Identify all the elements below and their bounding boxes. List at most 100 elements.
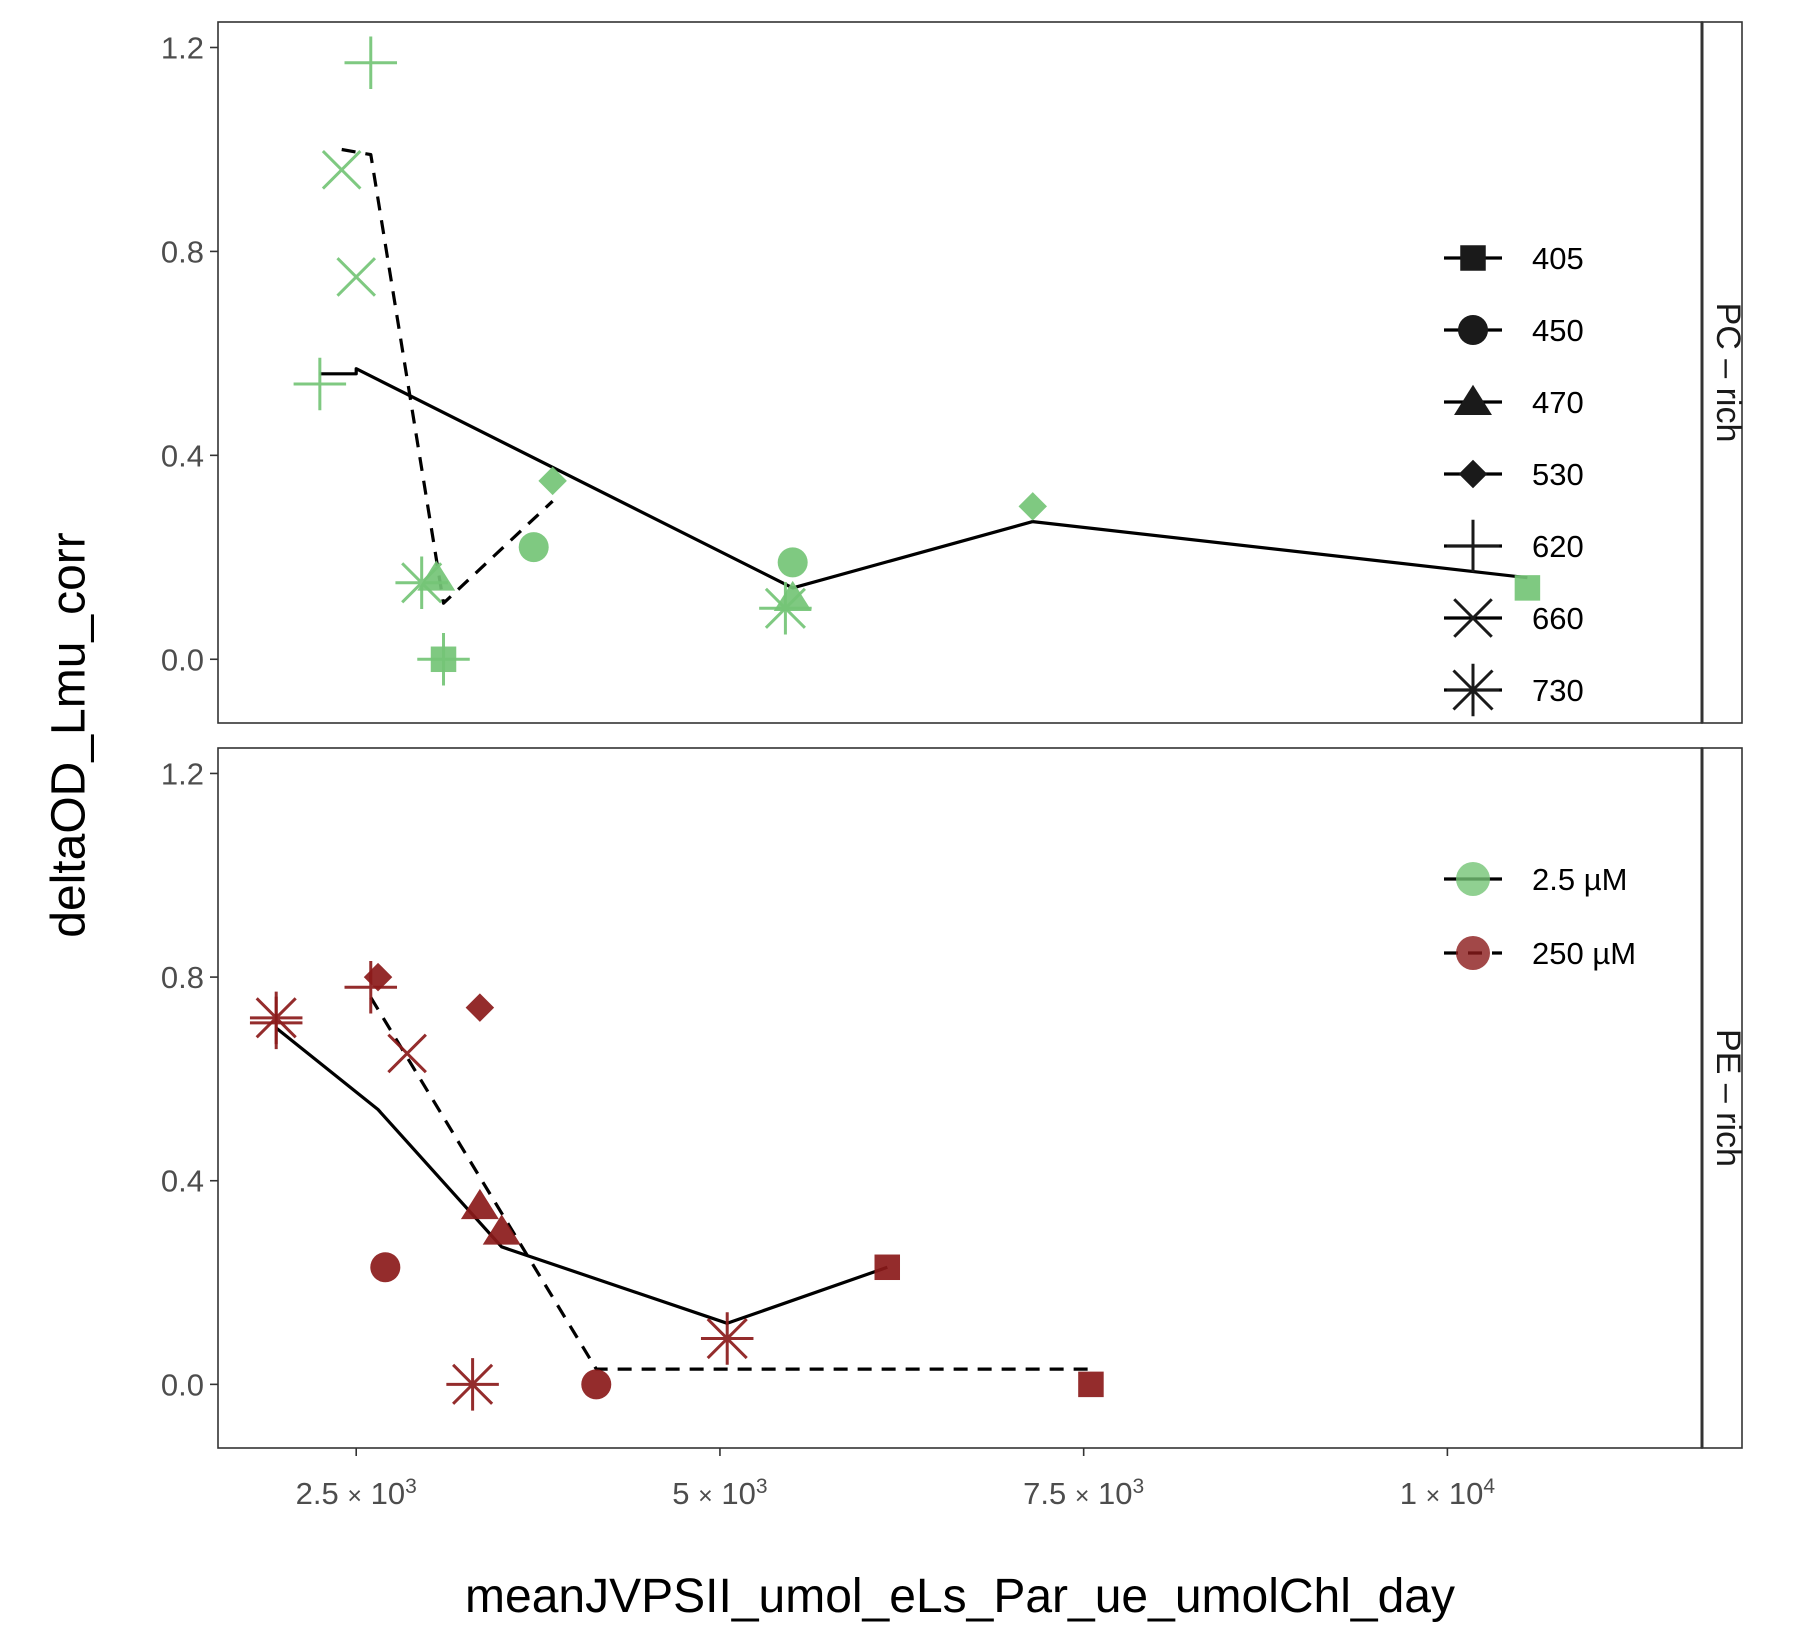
x-tick-label-part: ×	[347, 1482, 362, 1510]
data-point	[387, 1033, 427, 1074]
x-tick-label: 5 × 103	[672, 1475, 767, 1512]
data-point-620	[417, 633, 470, 686]
data-point-730	[249, 991, 303, 1045]
data-point	[293, 357, 347, 411]
legend-key-square	[1460, 245, 1486, 271]
x-tick-label-part: 2.5	[296, 1476, 348, 1511]
x-tick-label-part: ×	[698, 1482, 713, 1510]
data-point-405	[1078, 1371, 1104, 1398]
x-axis-title: meanJVPSII_umol_eLs_Par_ue_umolChl_day	[465, 1570, 1455, 1623]
data-point-450	[581, 1369, 612, 1400]
data-point-730	[395, 556, 448, 610]
legend-label: 405	[1532, 241, 1584, 276]
x-tick-label-part: 1	[1400, 1476, 1426, 1511]
legend-label: 470	[1532, 385, 1584, 420]
legend-key-triangle	[1454, 384, 1492, 415]
y-tick-label: 0.4	[161, 1164, 204, 1199]
x-tick-label-part: 7.5	[1023, 1476, 1075, 1511]
panel-border	[217, 21, 1703, 724]
legend-label: 620	[1532, 529, 1584, 564]
y-tick-label: 0.8	[161, 234, 204, 269]
legend-label: 730	[1532, 673, 1584, 708]
data-point	[1018, 492, 1047, 521]
data-point	[465, 993, 495, 1022]
data-point	[370, 1252, 401, 1283]
data-point	[777, 547, 808, 578]
legend-key-cross	[1453, 598, 1493, 638]
x-tick-label-part: 10	[1440, 1476, 1483, 1511]
facet-strip-label: PE – rich	[1709, 1029, 1747, 1167]
data-point-470	[460, 1188, 499, 1220]
series-line-dashed	[341, 147, 554, 605]
data-point	[518, 532, 549, 563]
data-point-660	[387, 1033, 427, 1074]
data-point	[1514, 575, 1541, 601]
data-point	[446, 1358, 499, 1411]
x-tick-label-part: 3	[405, 1475, 417, 1498]
data-point	[344, 36, 398, 90]
legend-label: 250 µM	[1532, 936, 1636, 971]
panel-1: PC – rich 0.0 0.4 0.8 1.2	[161, 21, 1747, 724]
x-tick-label-part: ×	[1075, 1482, 1090, 1510]
y-tick-label: 1.2	[161, 756, 204, 791]
x-tick-label-part: 10	[362, 1476, 405, 1511]
legend-key-circle	[1458, 315, 1488, 345]
y-tick-label: 0.4	[161, 438, 204, 473]
shape-legend: 405 450 470 530 620 660 730	[1444, 241, 1584, 717]
legend-label: 2.5 µM	[1532, 862, 1627, 897]
x-tick-label-part: 10	[1089, 1476, 1132, 1511]
data-point	[321, 150, 362, 190]
y-axis-title: deltaOD_Lmu_corr	[43, 532, 96, 938]
data-point	[700, 1312, 754, 1365]
data-point-730	[700, 1312, 754, 1365]
data-point	[460, 1188, 499, 1220]
data-point-405	[1514, 575, 1541, 601]
data-point	[482, 1214, 521, 1245]
data-point	[759, 582, 812, 635]
data-point-530	[538, 466, 567, 496]
x-tick-label-part: 3	[756, 1475, 768, 1498]
data-point-530	[465, 993, 495, 1022]
legend-key-plus	[1446, 519, 1500, 573]
panel-border	[217, 747, 1703, 1449]
data-point-730	[759, 582, 812, 635]
data-point-620	[293, 357, 347, 411]
data-point-660	[336, 257, 377, 297]
x-tick-label-part: 5	[672, 1476, 698, 1511]
y-tick-label: 1.2	[161, 30, 204, 65]
data-point-470	[773, 580, 812, 612]
data-point-620	[344, 36, 398, 90]
data-point	[395, 556, 448, 610]
data-point-470	[482, 1214, 521, 1245]
x-tick-label: 1 × 104	[1400, 1475, 1496, 1512]
data-point	[249, 991, 303, 1045]
facet-strip	[1701, 21, 1743, 724]
data-point	[581, 1369, 612, 1400]
data-point	[773, 580, 812, 612]
data-point	[538, 466, 567, 496]
panels-layer: PC – rich 0.0 0.4 0.8 1.2 PE – rich 0.0 0.4 0.8 1…	[161, 21, 1747, 1512]
data-point-730	[446, 1358, 499, 1411]
data-point-405	[874, 1254, 901, 1281]
data-point-660	[321, 150, 362, 190]
y-tick-label: 0.0	[161, 642, 204, 677]
data-point-450	[370, 1252, 401, 1283]
data-point	[344, 961, 398, 1014]
x-tick-label-part: 10	[713, 1476, 756, 1511]
legend-key-circle	[1456, 862, 1490, 896]
series-line-solid	[275, 1026, 888, 1325]
legend-label: 530	[1532, 457, 1584, 492]
y-tick-label: 0.0	[161, 1367, 204, 1402]
facet-strip-label: PC – rich	[1709, 303, 1747, 443]
x-tick-label-part: 3	[1133, 1475, 1145, 1498]
legend-key-diamond	[1458, 459, 1488, 489]
x-tick-label: 7.5 × 103	[1023, 1475, 1144, 1512]
x-tick-label: 2.5 × 103	[296, 1475, 417, 1512]
series-line-dashed	[369, 996, 1091, 1371]
data-point	[1078, 1371, 1104, 1398]
data-point-450	[777, 547, 808, 578]
legend-label: 450	[1532, 313, 1584, 348]
color-legend: 2.5 µM 250 µM	[1444, 862, 1636, 971]
